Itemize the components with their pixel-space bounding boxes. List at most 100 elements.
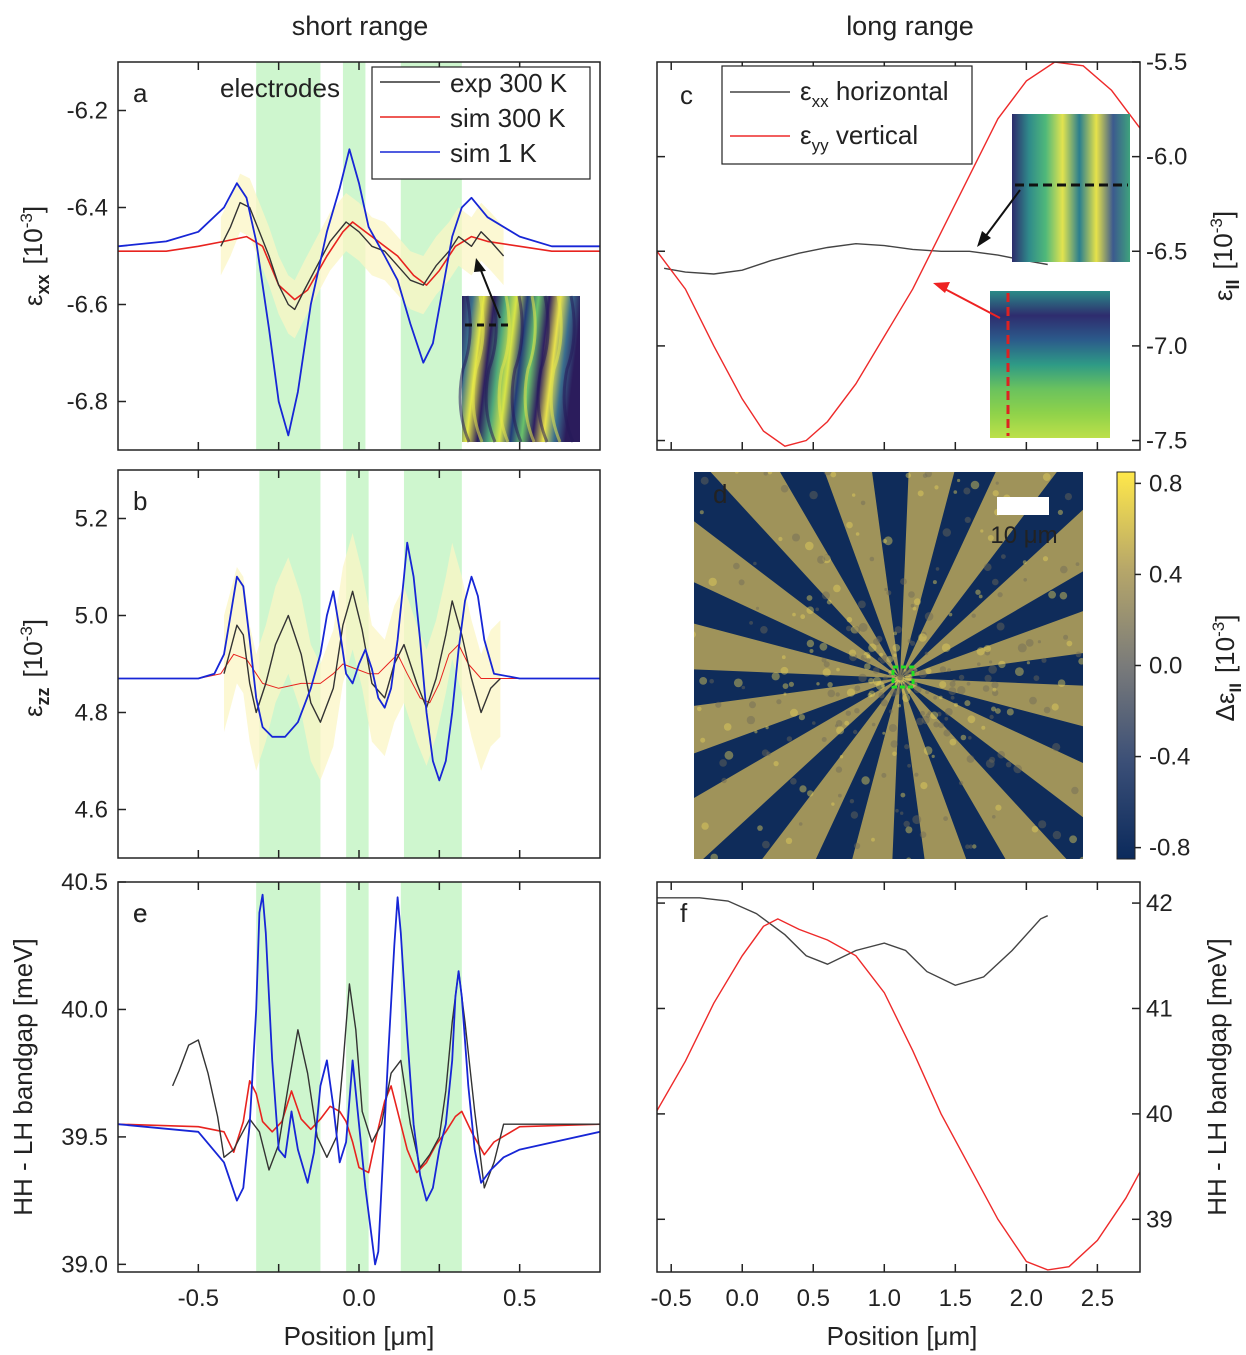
strain-map-speckle xyxy=(786,736,793,742)
strain-map-speckle xyxy=(923,746,933,755)
strain-map-speckle xyxy=(1022,560,1027,565)
strain-map-speckle xyxy=(991,706,996,712)
strain-map-speckle xyxy=(992,815,996,819)
strain-map-speckle xyxy=(858,622,868,632)
strain-map-speckle xyxy=(681,704,686,709)
inset-stripe xyxy=(562,295,576,443)
strain-map-speckle xyxy=(812,721,816,725)
strain-map-speckle xyxy=(849,799,855,804)
strain-map-speckle xyxy=(882,731,886,735)
strain-map-speckle xyxy=(834,724,838,728)
strain-map-speckle xyxy=(996,622,1005,631)
strain-map-speckle xyxy=(930,711,939,720)
strain-map-speckle xyxy=(846,625,852,632)
strain-map-speckle xyxy=(708,577,717,587)
strain-map-speckle xyxy=(741,685,746,690)
panel-f-ytick-label: 41 xyxy=(1146,995,1173,1022)
panel-c-ytick-label: -6.5 xyxy=(1146,238,1187,265)
strain-map-speckle xyxy=(668,622,673,627)
inset-stripe xyxy=(497,295,511,443)
strain-map-speckle xyxy=(927,711,932,715)
ylabel-e: HH - LH bandgap [meV] xyxy=(8,938,38,1215)
strain-map-speckle xyxy=(882,538,887,544)
strain-map-speckle xyxy=(968,844,973,849)
strain-map-speckle xyxy=(822,554,831,564)
strain-map-speckle xyxy=(925,690,930,695)
strain-map-speckle xyxy=(992,689,999,697)
strain-map-speckle xyxy=(679,665,683,669)
colorbar-label: ΔεII[10-3] xyxy=(1209,615,1245,722)
strain-map-speckle xyxy=(1033,675,1040,681)
strain-map-speckle xyxy=(879,652,883,657)
panel-a-ytick-label: -6.8 xyxy=(67,389,108,416)
strain-map-speckle xyxy=(1032,894,1041,903)
strain-map-speckle xyxy=(848,649,857,657)
strain-map-speckle xyxy=(897,674,904,681)
strain-map-speckle xyxy=(947,668,951,672)
strain-map-speckle xyxy=(823,661,830,668)
strain-map-speckle xyxy=(913,598,921,606)
strain-map-speckle xyxy=(943,816,948,821)
strain-map-speckle xyxy=(966,755,975,763)
panel-a-strain-xx: -6.2 -6.4 -6.6 -6.8 a εxx[10-3] electrodes exp … xyxy=(17,61,601,451)
panel-f-xtick-label: 2.0 xyxy=(1010,1285,1043,1312)
strain-map-speckle xyxy=(1006,708,1014,716)
strain-map-speckle xyxy=(778,536,783,542)
panel-letter-b: b xyxy=(133,486,147,516)
strain-map-speckle xyxy=(798,714,806,721)
strain-map-speckle xyxy=(836,667,840,672)
strain-map-speckle xyxy=(1031,825,1039,833)
frame-f xyxy=(656,881,1141,1273)
strain-map-speckle xyxy=(943,729,951,737)
inset-stripe xyxy=(471,295,485,443)
strain-map-speckle xyxy=(823,472,832,476)
strain-map-speckle xyxy=(833,584,841,593)
strain-map-speckle xyxy=(854,685,861,692)
colorbar-tick-label: -0.4 xyxy=(1149,744,1190,771)
strain-map-speckle xyxy=(1044,874,1048,878)
panel-a-ytick-label: -6.2 xyxy=(67,98,108,125)
strain-map-speckle xyxy=(872,676,882,686)
strain-map-speckle xyxy=(733,678,743,688)
strain-map-speckle xyxy=(839,755,844,759)
strain-map-speckle xyxy=(904,744,910,750)
strain-map-spoke xyxy=(900,678,1083,818)
strain-map-speckle xyxy=(902,887,906,891)
strain-map-speckle xyxy=(984,649,991,656)
strain-map-speckle xyxy=(880,658,886,664)
inset-arrow-head-vertical xyxy=(933,282,950,293)
strain-map-speckle xyxy=(881,772,887,778)
panel-f-ytick-label: 42 xyxy=(1146,890,1173,917)
strain-map-speckle xyxy=(765,725,769,730)
panel-c-ytick-label: -6.0 xyxy=(1146,144,1187,171)
strain-map-speckle xyxy=(650,588,657,595)
strain-map-speckle xyxy=(999,864,1007,872)
strain-map-speckle xyxy=(872,417,875,420)
strain-map-speckle xyxy=(1036,874,1042,880)
strain-map-speckle xyxy=(1041,450,1046,455)
strain-map-speckle xyxy=(766,751,771,756)
strain-map-speckle xyxy=(860,654,867,661)
strain-map-speckle xyxy=(694,631,696,638)
strain-map-speckle xyxy=(800,614,806,620)
strain-map-speckle xyxy=(767,472,773,475)
strain-map-speckle xyxy=(958,780,964,786)
strain-map-speckle xyxy=(893,687,902,695)
strain-map-speckle xyxy=(821,737,827,742)
inset-arrow-horizontal xyxy=(984,189,1021,238)
colorbar-tick-label: 0.0 xyxy=(1149,653,1182,680)
strain-map-speckle xyxy=(863,651,871,659)
strain-map-spoke xyxy=(694,521,900,678)
inset-image-c-horizontal xyxy=(1012,114,1130,262)
series-line-exp-300-k xyxy=(220,201,505,311)
strain-map-speckle xyxy=(905,675,912,682)
strain-map-speckle xyxy=(897,669,905,678)
strain-map-speckle xyxy=(906,857,912,859)
strain-map-speckle xyxy=(877,657,882,661)
strain-map-speckle xyxy=(780,484,789,493)
strain-map-speckle xyxy=(896,674,905,683)
panel-c-ytick-label: -7.0 xyxy=(1146,333,1187,360)
strain-map-speckle xyxy=(939,695,943,700)
strain-map-speckle xyxy=(897,674,901,678)
strain-map-speckle xyxy=(810,914,817,921)
